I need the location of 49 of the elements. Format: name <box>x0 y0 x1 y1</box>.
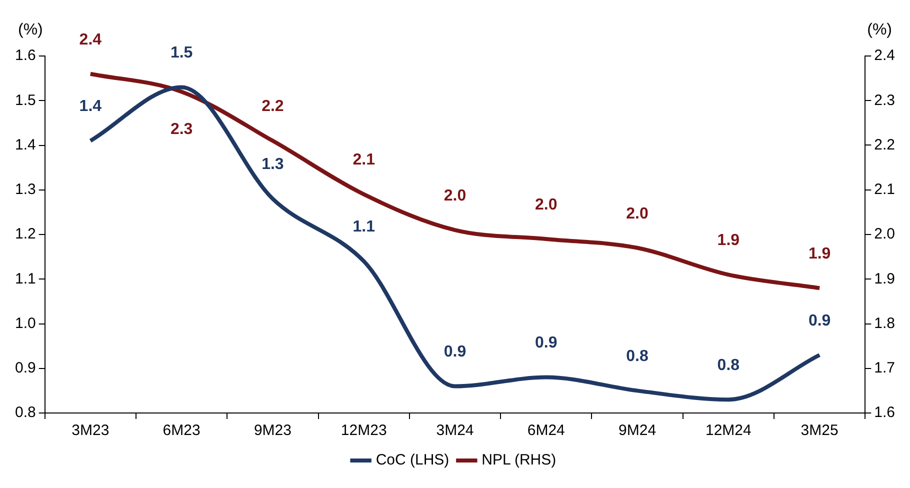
y-tick-label: 1.2 <box>14 226 36 243</box>
data-label: 1.9 <box>808 245 831 262</box>
data-label: 2.1 <box>352 152 376 169</box>
y2-tick-label: 2.1 <box>874 181 896 198</box>
data-label: 0.9 <box>444 344 466 361</box>
data-label: 1.5 <box>170 44 193 62</box>
data-label: 2.4 <box>79 31 102 48</box>
x-tick-label: 9M24 <box>618 422 656 440</box>
x-tick-label: 3M24 <box>436 422 474 440</box>
data-label: 1.9 <box>717 232 740 250</box>
x-tick-label: 3M25 <box>800 422 838 440</box>
y2-tick-label: 2.0 <box>874 226 896 243</box>
data-label: 1.3 <box>262 156 284 174</box>
y-tick-label: 1.6 <box>14 47 36 64</box>
x-tick-label: 3M23 <box>72 422 110 440</box>
y2-tick-label: 1.7 <box>874 360 896 377</box>
x-tick-label: 6M23 <box>162 422 200 440</box>
y-tick-label: 1.4 <box>14 136 36 154</box>
legend-label: NPL (RHS) <box>482 452 556 469</box>
y-axis-title: (%) <box>18 21 43 38</box>
y2-axis-title: (%) <box>867 21 892 38</box>
data-label: 2.0 <box>626 205 649 222</box>
legend-label: CoC (LHS) <box>376 452 450 469</box>
y-tick-label: 1.5 <box>14 92 36 109</box>
data-label: 0.9 <box>808 312 831 330</box>
data-label: 0.9 <box>535 334 558 352</box>
data-label: 2.3 <box>170 121 193 138</box>
x-tick-label: 12M23 <box>340 422 387 440</box>
y-tick-label: 1.1 <box>14 270 36 288</box>
data-label: 2.2 <box>262 98 284 116</box>
x-tick-label: 9M23 <box>254 422 292 440</box>
data-label: 2.0 <box>535 196 558 214</box>
y2-tick-label: 2.2 <box>874 136 896 154</box>
y2-tick-label: 2.4 <box>874 47 896 64</box>
y-tick-label: 0.8 <box>14 404 36 422</box>
data-label: 1.1 <box>352 218 376 236</box>
y2-tick-label: 1.9 <box>874 270 896 288</box>
data-label: 0.8 <box>717 357 740 374</box>
y2-tick-label: 1.8 <box>874 314 896 332</box>
y2-tick-label: 1.6 <box>874 404 896 422</box>
y-tick-label: 1.0 <box>14 314 36 332</box>
data-label: 0.8 <box>626 348 649 366</box>
y-tick-label: 0.9 <box>14 360 36 377</box>
x-tick-label: 6M24 <box>527 422 565 440</box>
data-label: 2.0 <box>444 187 466 204</box>
data-label: 1.4 <box>79 98 102 116</box>
x-tick-label: 12M24 <box>705 422 752 440</box>
y-tick-label: 1.3 <box>14 181 36 198</box>
y2-tick-label: 2.3 <box>874 92 896 109</box>
